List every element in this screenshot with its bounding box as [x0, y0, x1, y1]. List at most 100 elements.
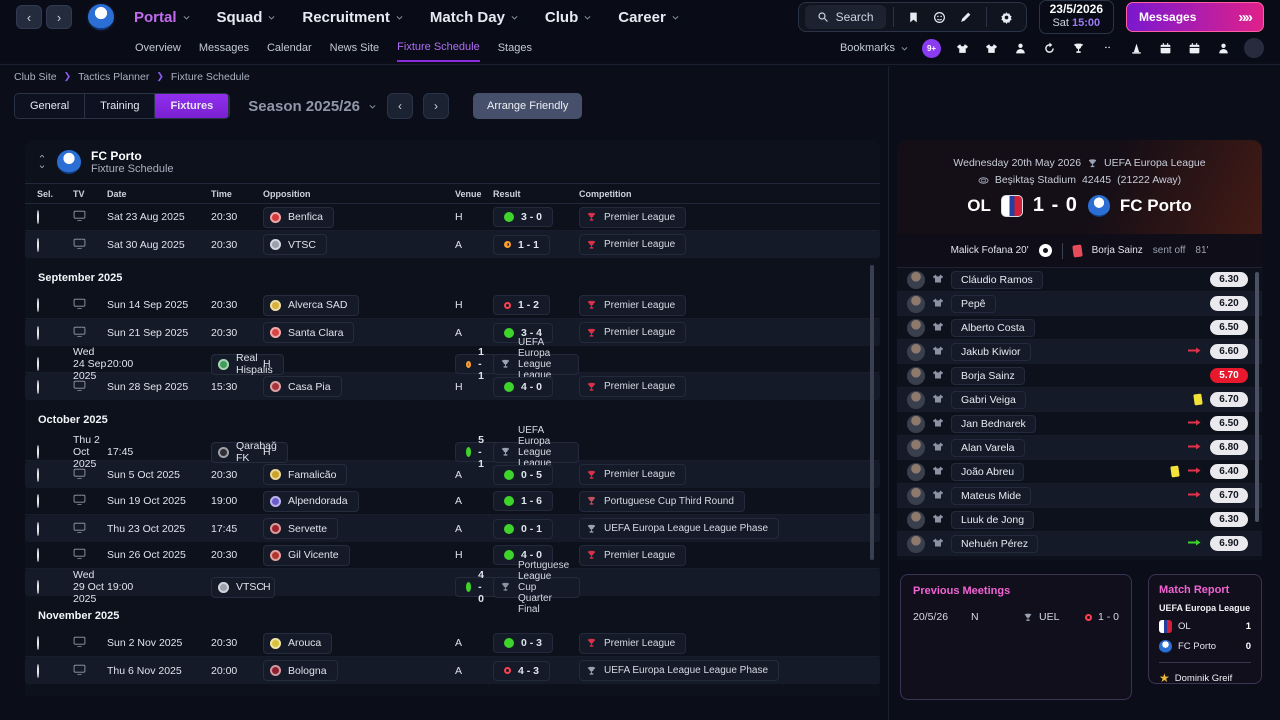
result-chip[interactable]: 5 - 1: [455, 434, 500, 470]
search-input[interactable]: Search: [804, 5, 886, 29]
result-chip[interactable]: 0 - 5: [493, 464, 554, 485]
fixtures-scrollbar[interactable]: [870, 265, 874, 560]
main-nav-item[interactable]: Squad: [217, 9, 277, 26]
player-name[interactable]: Jakub Kiwior: [951, 342, 1031, 361]
assistant-icon[interactable]: [927, 5, 953, 29]
col-opposition[interactable]: Opposition: [263, 188, 311, 199]
breadcrumb-item[interactable]: Fixture Schedule: [170, 70, 250, 83]
next-season-button[interactable]: ›: [423, 93, 450, 119]
section-nav-item[interactable]: Fixture Schedule: [397, 35, 480, 62]
fixture-row[interactable]: Thu 23 Oct 2025 17:45 Servette A 0 - 1: [25, 515, 880, 542]
competition-chip[interactable]: Premier League: [579, 206, 687, 228]
fixture-row[interactable]: Thu 2 Oct 2025 17:45 Qarabağ FK H 5 - 1: [25, 425, 880, 480]
notification-badge[interactable]: 9+: [922, 38, 941, 58]
history-back-button[interactable]: ‹: [16, 5, 42, 29]
player-name[interactable]: Pepê: [951, 294, 996, 313]
competition-chip[interactable]: Premier League: [579, 464, 687, 485]
competition-chip[interactable]: UEFA Europa League League Phase: [493, 337, 579, 392]
fixture-row[interactable]: Sun 2 Nov 2025 20:30 Arouca A 0 - 3: [25, 630, 880, 657]
fixture-row[interactable]: Sun 21 Sep 2025 20:30 Santa Clara A 3 - …: [25, 319, 880, 346]
result-chip[interactable]: 4 - 0: [493, 545, 554, 565]
fixture-row[interactable]: Sat 23 Aug 2025 20:30 Benfica H 3 - 0: [25, 204, 880, 231]
select-radio[interactable]: [37, 445, 39, 459]
result-chip[interactable]: 1 - 6: [493, 491, 554, 511]
away-team-name[interactable]: FC Porto: [1119, 195, 1192, 215]
player-rating-row[interactable]: Pepê 6.20: [897, 292, 1262, 316]
competition-chip[interactable]: Premier League: [579, 234, 687, 255]
player-rating-row[interactable]: Gabri Veiga 6.70: [897, 388, 1262, 412]
player-name[interactable]: Mateus Mide: [951, 486, 1032, 505]
schedule-icon[interactable]: [1186, 40, 1202, 56]
player-name[interactable]: João Abreu: [951, 462, 1025, 481]
player-rating-row[interactable]: Nehuén Pérez 6.90: [897, 532, 1262, 556]
section-nav-item[interactable]: Messages: [198, 41, 249, 54]
select-radio[interactable]: [37, 467, 39, 482]
view-tab[interactable]: Fixtures: [155, 94, 230, 118]
main-nav-item[interactable]: Match Day: [430, 9, 519, 26]
select-radio[interactable]: [37, 357, 39, 371]
breadcrumb-item[interactable]: Tactics Planner: [78, 70, 150, 83]
player-rating-row[interactable]: Luuk de Jong 6.30: [897, 508, 1262, 532]
refresh-icon[interactable]: [1041, 40, 1057, 56]
select-radio[interactable]: [37, 636, 39, 650]
result-chip[interactable]: 4 - 0: [493, 376, 554, 397]
tactics-shirt-icon[interactable]: [983, 40, 999, 56]
select-radio[interactable]: [37, 237, 39, 252]
home-team-name[interactable]: OL: [967, 195, 991, 215]
club-crest[interactable]: [86, 2, 116, 32]
competition-chip[interactable]: Premier League: [579, 544, 687, 566]
col-venue[interactable]: Venue: [455, 188, 482, 199]
player-name[interactable]: Luuk de Jong: [951, 510, 1035, 529]
select-radio[interactable]: [37, 494, 39, 508]
competition-chip[interactable]: UEFA Europa League League Phase: [493, 425, 579, 480]
opposition-chip[interactable]: Servette: [263, 518, 339, 539]
messages-continue-button[interactable]: Messages »»: [1126, 2, 1264, 32]
player-rating-row[interactable]: Jakub Kiwior 6.60: [897, 340, 1262, 364]
calendar-icon[interactable]: [1157, 40, 1173, 56]
main-nav-item[interactable]: Career: [618, 9, 680, 26]
result-chip[interactable]: 1 - 1: [455, 346, 497, 382]
result-chip[interactable]: 0 - 3: [493, 633, 554, 653]
arrange-friendly-button[interactable]: Arrange Friendly: [473, 93, 583, 119]
opposition-chip[interactable]: Real Hispalis: [211, 352, 284, 376]
history-forward-button[interactable]: ›: [46, 5, 72, 29]
player-name[interactable]: Nehuén Pérez: [951, 534, 1039, 553]
select-radio[interactable]: [37, 325, 39, 340]
opposition-chip[interactable]: Bologna: [263, 660, 338, 681]
notes-icon[interactable]: [953, 5, 979, 29]
opposition-chip[interactable]: VTSC: [211, 576, 276, 598]
view-tab[interactable]: Training: [85, 94, 156, 118]
fixture-row[interactable]: Sun 14 Sep 2025 20:30 Alverca SAD H 1 - …: [25, 292, 880, 319]
competition-chip[interactable]: UEFA Europa League League Phase: [579, 518, 780, 539]
ratings-scrollbar[interactable]: [1255, 272, 1259, 522]
view-tab[interactable]: General: [15, 94, 86, 118]
col-time[interactable]: Time: [211, 188, 232, 199]
staff-icon[interactable]: [1215, 40, 1231, 56]
match-summary-card[interactable]: Wednesday 20th May 2026 UEFA Europa Leag…: [897, 140, 1262, 234]
result-chip[interactable]: 3 - 0: [493, 207, 554, 227]
result-chip[interactable]: 1 - 2: [493, 295, 551, 315]
opposition-chip[interactable]: Qarabağ FK: [211, 440, 288, 464]
bookmarks-dropdown[interactable]: Bookmarks: [840, 42, 909, 54]
fixture-row[interactable]: Sun 5 Oct 2025 20:30 Famalicão A 0 - 5: [25, 461, 880, 488]
player-name[interactable]: Alan Varela: [951, 438, 1025, 457]
fixture-row[interactable]: Thu 6 Nov 2025 20:00 Bologna A 4 - 3: [25, 657, 880, 684]
competition-chip[interactable]: UEFA Europa League League Phase: [579, 660, 780, 681]
season-selector[interactable]: Season 2025/26: [248, 98, 377, 115]
main-nav-item[interactable]: Recruitment: [302, 9, 404, 26]
player-name[interactable]: Alberto Costa: [951, 318, 1035, 337]
scouting-icon[interactable]: [1012, 40, 1028, 56]
section-nav-item[interactable]: Calendar: [266, 41, 312, 54]
competition-chip[interactable]: Premier League: [579, 322, 687, 343]
select-radio[interactable]: [37, 548, 39, 562]
fixture-row[interactable]: Wed 24 Sep 2025 20:00 Real Hispalis H 1 …: [25, 337, 880, 392]
competition-chip[interactable]: Portuguese Cup Third Round: [579, 490, 745, 512]
bookmark-icon[interactable]: [901, 5, 927, 29]
fixture-row[interactable]: Wed 29 Oct 2025 19:00 VTSC H 4 - 0: [25, 560, 880, 615]
settings-gear-icon[interactable]: [994, 5, 1020, 29]
result-chip[interactable]: 1 - 1: [493, 234, 551, 255]
col-sel[interactable]: Sel.: [37, 188, 54, 199]
select-radio[interactable]: [37, 298, 39, 312]
col-result[interactable]: Result: [493, 188, 521, 199]
main-nav-item[interactable]: Club: [545, 9, 592, 26]
